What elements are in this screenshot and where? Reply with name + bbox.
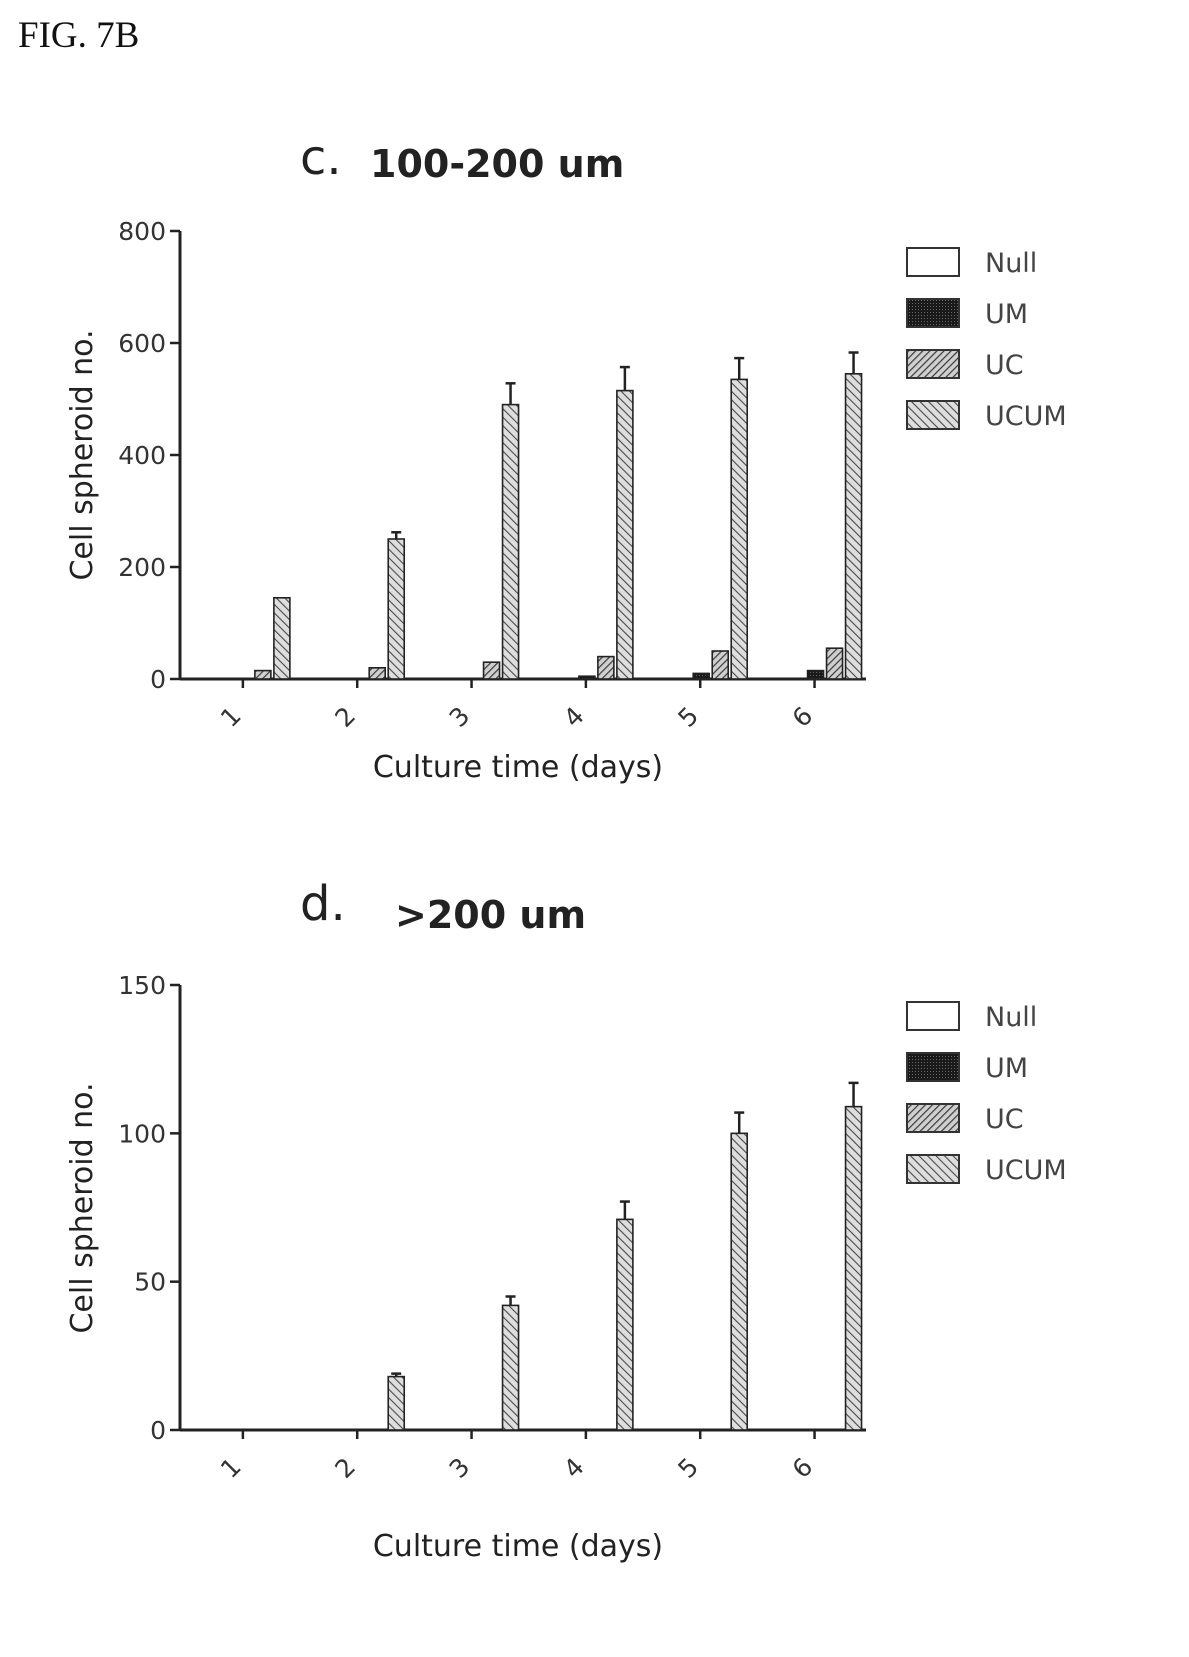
x-tick-label: 3 bbox=[444, 1452, 476, 1484]
bar-uc-day-3 bbox=[482, 661, 501, 680]
legend-swatch-ucum bbox=[906, 400, 960, 430]
legend-swatch-uc bbox=[906, 349, 960, 379]
bar-uc-day-2 bbox=[368, 666, 387, 680]
y-axis-label-c: Cell spheroid no. bbox=[65, 329, 100, 580]
legend-swatch-um bbox=[906, 1052, 960, 1082]
y-tick-label: 600 bbox=[118, 329, 166, 358]
bar-ucum-day-3 bbox=[501, 1304, 520, 1431]
bar-uc-day-4 bbox=[597, 655, 615, 680]
bar-uc-day-5 bbox=[711, 650, 730, 680]
legend-swatch-null bbox=[906, 1001, 960, 1031]
y-tick-label: 0 bbox=[150, 1416, 166, 1445]
y-axis-label-d: Cell spheroid no. bbox=[65, 1082, 100, 1333]
y-tick-label: 50 bbox=[134, 1268, 166, 1297]
x-tick-label: 5 bbox=[672, 1452, 704, 1484]
bar-ucum-day-5 bbox=[730, 1132, 749, 1431]
legend-label-null: Null bbox=[985, 1002, 1037, 1033]
x-tick-label: 2 bbox=[329, 701, 361, 733]
x-tick-label: 2 bbox=[329, 1452, 361, 1484]
x-tick-label: 5 bbox=[672, 701, 704, 733]
bars-d bbox=[387, 1081, 863, 1431]
bar-um-day-5 bbox=[692, 672, 711, 680]
legend-label-um: UM bbox=[985, 299, 1028, 330]
legend-swatch-null bbox=[906, 247, 960, 277]
legend-swatch-ucum bbox=[906, 1154, 960, 1184]
panel-letter-c: c. bbox=[300, 130, 342, 186]
panel-title-c: 100-200 um bbox=[370, 142, 624, 186]
y-tick-label: 0 bbox=[150, 665, 166, 694]
legend-label-ucum: UCUM bbox=[985, 401, 1067, 432]
legend-label-uc: UC bbox=[985, 350, 1024, 381]
bar-ucum-day-2 bbox=[387, 538, 406, 680]
bar-ucum-day-6 bbox=[844, 372, 863, 680]
y-tick-label: 150 bbox=[118, 971, 166, 1000]
bars-c bbox=[254, 351, 863, 680]
bar-um-day-6 bbox=[806, 669, 825, 680]
bar-ucum-day-3 bbox=[501, 403, 520, 680]
panel-title-d: >200 um bbox=[395, 893, 586, 937]
panel-d: d. >200 um Cell spheroid no. Culture tim… bbox=[65, 876, 1067, 1564]
x-tick-label: 6 bbox=[787, 701, 819, 733]
legend-swatch-um bbox=[906, 298, 960, 328]
x-tick-label: 4 bbox=[558, 701, 590, 733]
bar-ucum-day-1 bbox=[273, 596, 291, 680]
bar-uc-day-6 bbox=[825, 647, 844, 680]
legend-swatch-uc bbox=[906, 1103, 960, 1133]
x-tick-label: 1 bbox=[215, 701, 247, 733]
x-tick-label: 6 bbox=[787, 1452, 819, 1484]
y-tick-label: 200 bbox=[118, 553, 166, 582]
bar-ucum-day-4 bbox=[616, 1218, 634, 1431]
x-tick-label: 4 bbox=[558, 1452, 590, 1484]
legend-c: Null UM UC UCUM bbox=[906, 247, 1067, 432]
bar-ucum-day-5 bbox=[730, 378, 749, 680]
y-tick-label: 800 bbox=[118, 217, 166, 246]
x-tick-label: 3 bbox=[444, 701, 476, 733]
x-tick-label: 1 bbox=[215, 1452, 247, 1484]
legend-label-null: Null bbox=[985, 248, 1037, 279]
bar-um-day-4 bbox=[578, 675, 596, 680]
panel-letter-d: d. bbox=[300, 876, 346, 932]
x-axis-label-c: Culture time (days) bbox=[373, 750, 663, 785]
figure-label: FIG. 7B bbox=[18, 15, 140, 56]
bar-ucum-day-2 bbox=[387, 1375, 406, 1431]
legend-label-um: UM bbox=[985, 1053, 1028, 1084]
bar-uc-day-1 bbox=[254, 669, 272, 680]
legend-label-ucum: UCUM bbox=[985, 1155, 1067, 1186]
legend-d: Null UM UC UCUM bbox=[906, 1001, 1067, 1186]
axes-d: 0 50 100 150 1 2 3 4 5 6 bbox=[118, 971, 866, 1484]
axes-c: 0 200 400 600 800 1 2 3 4 5 6 bbox=[118, 217, 866, 733]
panel-c: c. 100-200 um Cell spheroid no. Culture … bbox=[65, 130, 1067, 785]
bar-ucum-day-6 bbox=[844, 1105, 863, 1431]
y-tick-label: 400 bbox=[118, 441, 166, 470]
x-axis-label-d: Culture time (days) bbox=[373, 1529, 663, 1564]
legend-label-uc: UC bbox=[985, 1104, 1024, 1135]
bar-ucum-day-4 bbox=[616, 389, 634, 680]
y-tick-label: 100 bbox=[118, 1119, 166, 1148]
